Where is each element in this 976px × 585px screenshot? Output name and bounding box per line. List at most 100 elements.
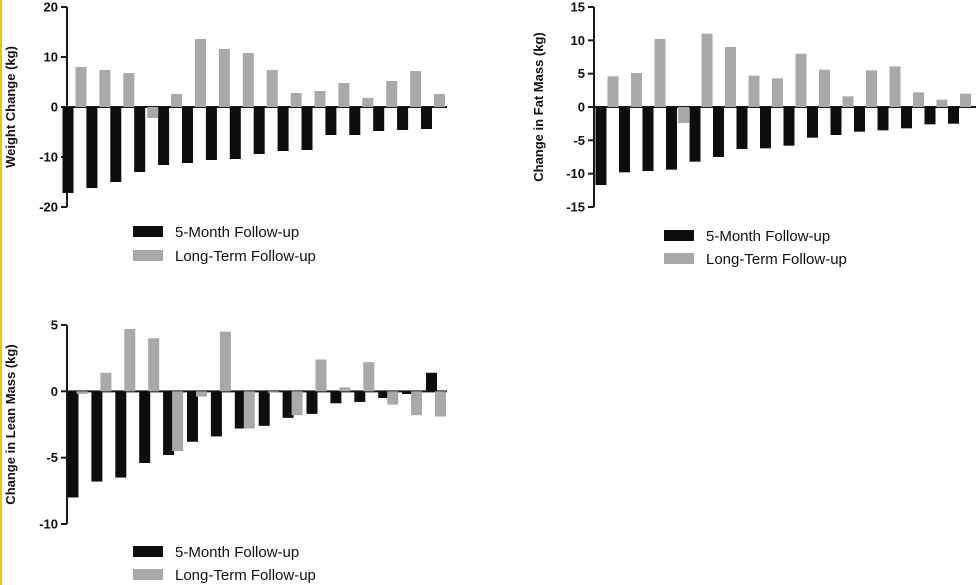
bar-long-term-7 <box>219 331 231 392</box>
bar-5-month-10 <box>277 107 289 151</box>
bar-5-month-9 <box>258 391 270 426</box>
bar-long-term-1 <box>76 391 88 394</box>
bar-long-term-10 <box>819 69 830 107</box>
bar-long-term-13 <box>889 66 901 107</box>
bar-5-month-11 <box>306 391 318 414</box>
bar-5-month-2 <box>91 391 103 482</box>
y-axis-label: Change in Lean Mass (kg) <box>3 344 18 504</box>
y-tick-label: -5 <box>46 450 58 465</box>
bar-long-term-1 <box>75 67 87 107</box>
bar-5-month-5 <box>163 391 175 456</box>
bar-5-month-16 <box>426 372 437 392</box>
legend-label-5-month: 5-Month Follow-up <box>175 544 299 561</box>
legend: 5-Month Follow-up Long-Term Follow-up <box>133 224 316 265</box>
bar-long-term-3 <box>123 73 135 107</box>
bar-long-term-16 <box>960 93 971 107</box>
legend-label-5-month: 5-Month Follow-up <box>175 224 299 241</box>
bar-5-month-12 <box>330 391 342 404</box>
bar-5-month-15 <box>402 391 414 394</box>
bar-5-month-1 <box>67 391 79 498</box>
y-tick-label: -10 <box>39 517 58 532</box>
bar-5-month-13 <box>877 107 889 131</box>
bar-long-term-14 <box>386 81 398 107</box>
bar-5-month-1 <box>595 107 607 185</box>
legend-label-long-term: Long-Term Follow-up <box>706 251 847 268</box>
bar-5-month-11 <box>830 107 842 135</box>
bar-5-month-7 <box>210 391 222 437</box>
y-tick-label: 15 <box>571 0 585 15</box>
bar-5-month-14 <box>373 107 385 131</box>
legend: 5-Month Follow-up Long-Term Follow-up <box>664 228 847 268</box>
bar-5-month-4 <box>139 391 151 463</box>
bar-long-term-14 <box>387 391 399 405</box>
bar-long-term-12 <box>866 70 877 107</box>
bar-5-month-9 <box>783 107 795 146</box>
legend-swatch-5-month <box>133 546 163 557</box>
y-tick-label: 5 <box>51 318 58 333</box>
bar-5-month-6 <box>187 391 198 442</box>
legend-label-5-month: 5-Month Follow-up <box>706 228 830 245</box>
bar-5-month-16 <box>948 107 959 124</box>
bar-long-term-8 <box>772 78 783 107</box>
bar-long-term-16 <box>434 94 445 107</box>
bar-long-term-2 <box>99 70 111 107</box>
bar-long-term-4 <box>147 107 159 118</box>
bar-long-term-15 <box>411 391 423 416</box>
bar-5-month-16 <box>421 107 432 129</box>
bar-long-term-16 <box>435 391 446 417</box>
bar-5-month-10 <box>807 107 818 138</box>
bar-long-term-3 <box>124 328 136 392</box>
y-tick-label: -15 <box>566 200 585 215</box>
bar-5-month-14 <box>901 107 912 129</box>
legend-swatch-5-month <box>133 226 163 237</box>
bar-long-term-5 <box>172 391 184 452</box>
bar-long-term-9 <box>795 53 807 107</box>
y-tick-label: 5 <box>578 66 585 81</box>
bar-5-month-9 <box>253 107 265 154</box>
y-axis-label: Weight Change (kg) <box>3 46 18 168</box>
bar-5-month-13 <box>349 107 361 135</box>
y-tick-label: -20 <box>39 200 58 215</box>
bar-long-term-12 <box>339 387 351 392</box>
bar-long-term-6 <box>195 39 206 107</box>
chart-weight: 20 10 0 -10 -20 Weight Change (kg) 5-Month Fol… <box>3 0 447 265</box>
bar-long-term-2 <box>100 372 112 392</box>
y-tick-label: -5 <box>573 133 585 148</box>
y-axis-label: Change in Fat Mass (kg) <box>531 32 546 182</box>
bar-long-term-11 <box>842 96 854 107</box>
bar-long-term-6 <box>196 391 207 397</box>
bar-5-month-12 <box>325 107 337 135</box>
bar-long-term-9 <box>267 391 279 393</box>
bar-long-term-12 <box>338 83 350 107</box>
chart-lean: 5 0 -5 -10 Change in Lean Mass (kg) 5-Month F… <box>3 318 447 584</box>
bar-5-month-14 <box>378 391 390 398</box>
y-tick-label: 0 <box>51 100 58 115</box>
bar-long-term-15 <box>936 99 948 107</box>
bar-5-month-3 <box>115 391 127 478</box>
bar-5-month-7 <box>736 107 748 149</box>
legend-swatch-long-term <box>133 250 163 261</box>
y-tick-label: 20 <box>44 0 58 15</box>
y-tick-label: 0 <box>51 384 58 399</box>
bar-5-month-6 <box>182 107 193 163</box>
bar-long-term-7 <box>748 75 760 107</box>
y-tick-label: -10 <box>566 166 585 181</box>
bar-long-term-14 <box>913 92 924 107</box>
bar-5-month-4 <box>134 107 146 172</box>
bar-long-term-9 <box>266 70 278 107</box>
bar-5-month-8 <box>234 391 246 429</box>
bar-long-term-5 <box>701 33 713 107</box>
bar-long-term-15 <box>410 71 422 107</box>
bar-long-term-4 <box>148 338 160 392</box>
chart-fat: 15 10 5 0 -5 -10 -15 Change in Fat Mass (kg) 5-M… <box>531 0 976 268</box>
bar-long-term-13 <box>362 98 374 107</box>
bar-long-term-3 <box>654 39 666 107</box>
bar-5-month-3 <box>642 107 654 171</box>
left-edge-line <box>0 0 2 585</box>
bar-5-month-2 <box>86 107 98 188</box>
bar-long-term-4 <box>678 107 689 123</box>
bar-long-term-6 <box>725 47 736 107</box>
bar-long-term-11 <box>314 91 326 107</box>
bar-5-month-2 <box>619 107 630 173</box>
